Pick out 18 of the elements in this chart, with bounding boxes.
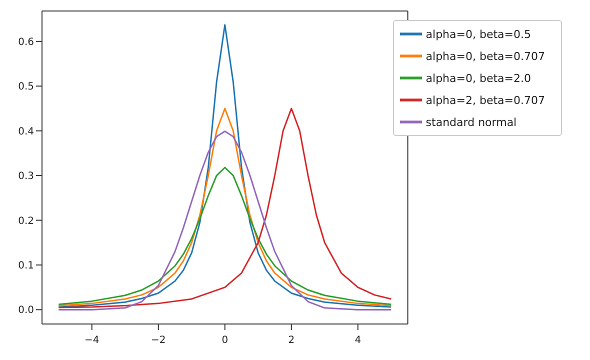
x-tick-label: 4 <box>354 335 362 346</box>
legend-label: alpha=0, beta=0.707 <box>426 50 545 64</box>
y-tick-label: 0.3 <box>18 171 34 182</box>
x-tick-label: 2 <box>288 335 295 346</box>
x-tick-label: −2 <box>151 335 166 346</box>
y-tick-label: 0.1 <box>18 260 34 272</box>
y-tick-label: 0.0 <box>18 305 34 316</box>
legend-label: alpha=0, beta=2.0 <box>426 72 531 86</box>
line-series <box>58 166 392 306</box>
legend-label: alpha=2, beta=0.707 <box>426 94 545 108</box>
legend-label: alpha=0, beta=0.5 <box>426 28 531 42</box>
y-tick-label: 0.4 <box>18 126 34 138</box>
y-tick-label: 0.6 <box>18 36 34 48</box>
x-tick-label: 0 <box>222 335 228 346</box>
x-tick-label: −4 <box>84 335 100 346</box>
y-tick-label: 0.5 <box>18 82 34 93</box>
y-tick-label: 0.2 <box>18 216 34 227</box>
legend-label: standard normal <box>426 116 517 130</box>
